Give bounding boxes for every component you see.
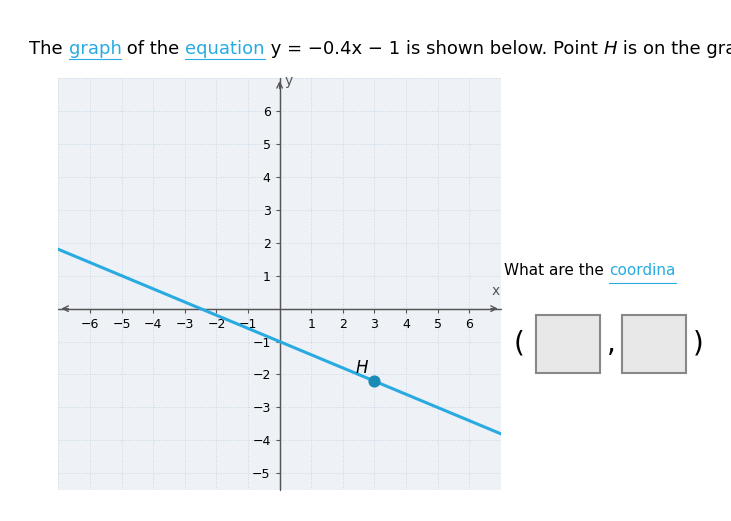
- Text: ): ): [692, 330, 703, 358]
- Text: H: H: [604, 41, 617, 58]
- Text: (: (: [513, 330, 524, 358]
- Text: x: x: [492, 284, 500, 299]
- Text: coordina: coordina: [609, 264, 675, 278]
- Text: H: H: [355, 359, 368, 377]
- Text: equation: equation: [186, 41, 265, 58]
- Text: graph: graph: [69, 41, 121, 58]
- Text: y: y: [285, 74, 293, 88]
- Text: ✓: ✓: [7, 2, 21, 19]
- Text: ,: ,: [607, 330, 616, 358]
- Text: What are the: What are the: [504, 264, 609, 278]
- FancyBboxPatch shape: [622, 315, 686, 373]
- Point: [368, 377, 380, 385]
- Text: is on the graph.: is on the graph.: [617, 41, 731, 58]
- FancyBboxPatch shape: [536, 315, 599, 373]
- Text: y = −0.4x − 1 is shown below. Point: y = −0.4x − 1 is shown below. Point: [265, 41, 604, 58]
- Text: The: The: [29, 41, 69, 58]
- Text: of the: of the: [121, 41, 186, 58]
